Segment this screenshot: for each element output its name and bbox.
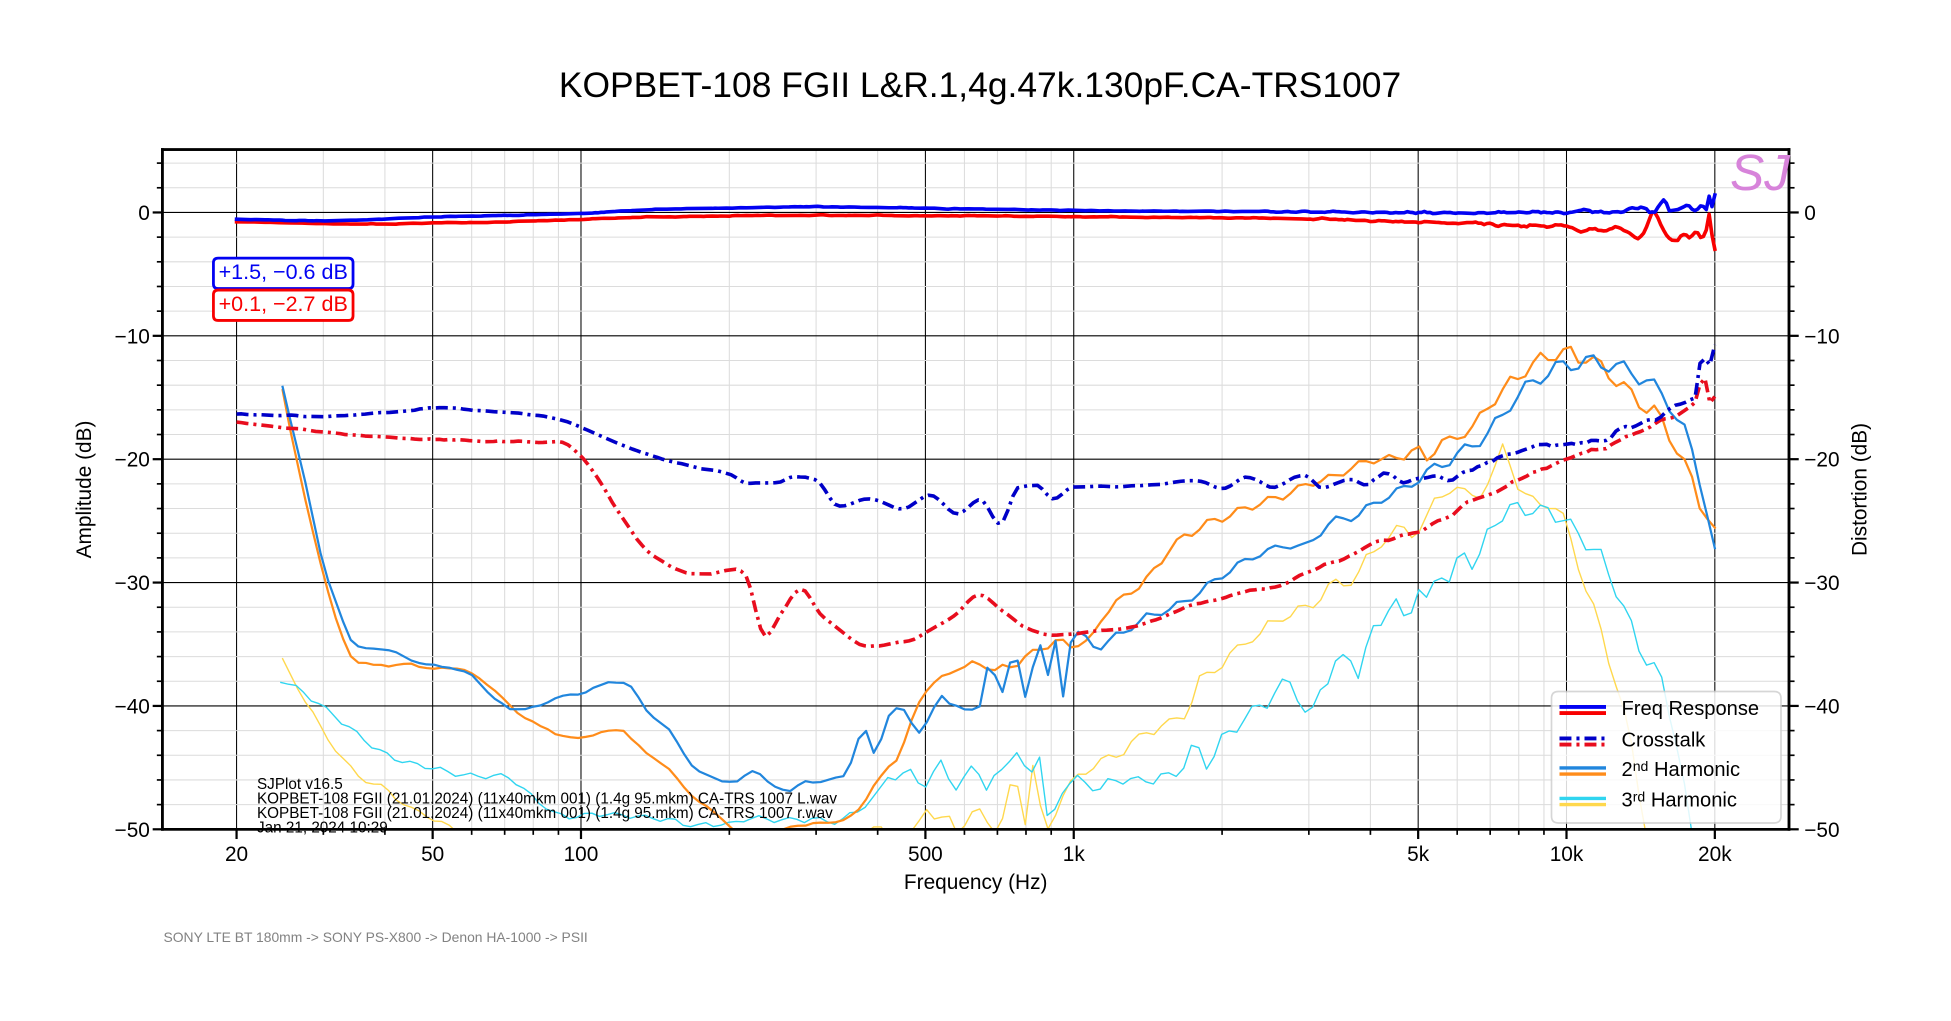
svg-text:−30: −30: [115, 572, 150, 595]
svg-text:0: 0: [138, 202, 150, 225]
svg-text:100: 100: [564, 843, 599, 866]
svg-text:−40: −40: [1804, 695, 1839, 718]
svg-text:−50: −50: [1804, 819, 1839, 842]
svg-text:+0.1, −2.7 dB: +0.1, −2.7 dB: [219, 292, 348, 316]
svg-text:KOPBET-108 FGII (21.01.2024): KOPBET-108 FGII (21.01.2024) (11x40mkm 0…: [257, 790, 837, 807]
svg-text:10k: 10k: [1550, 843, 1584, 866]
svg-text:+1.5, −0.6 dB: +1.5, −0.6 dB: [219, 260, 348, 284]
svg-text:0: 0: [1804, 202, 1816, 225]
svg-text:−30: −30: [1804, 572, 1839, 595]
svg-text:Freq Response: Freq Response: [1622, 698, 1760, 720]
svg-text:5k: 5k: [1407, 843, 1430, 866]
svg-text:500: 500: [908, 843, 943, 866]
svg-text:Distortion (dB): Distortion (dB): [1849, 423, 1872, 556]
svg-text:Jan 21, 2024 10:29: Jan 21, 2024 10:29: [257, 819, 388, 836]
svg-text:−20: −20: [1804, 449, 1839, 472]
svg-text:KOPBET-108 FGII (21.01.2024): KOPBET-108 FGII (21.01.2024) (11x40mkm 0…: [257, 805, 833, 822]
svg-text:50: 50: [421, 843, 444, 866]
svg-text:20k: 20k: [1698, 843, 1732, 866]
svg-text:−40: −40: [115, 695, 150, 718]
svg-text:3rd Harmonic: 3rd Harmonic: [1622, 789, 1737, 812]
svg-text:−50: −50: [115, 819, 150, 842]
svg-text:Crosstalk: Crosstalk: [1622, 730, 1707, 752]
svg-text:SONY LTE BT 180mm -> SONY PS-X: SONY LTE BT 180mm -> SONY PS-X800 -> Den…: [164, 929, 588, 945]
svg-text:Frequency (Hz): Frequency (Hz): [904, 871, 1048, 894]
svg-text:SJ: SJ: [1730, 143, 1791, 201]
svg-text:−10: −10: [115, 325, 150, 348]
svg-text:20: 20: [225, 843, 248, 866]
svg-text:1k: 1k: [1063, 843, 1086, 866]
svg-text:−20: −20: [115, 449, 150, 472]
svg-text:SJPlot v16.5: SJPlot v16.5: [257, 776, 343, 793]
svg-text:−10: −10: [1804, 325, 1839, 348]
svg-text:Amplitude (dB): Amplitude (dB): [73, 421, 96, 559]
svg-text:2nd Harmonic: 2nd Harmonic: [1622, 758, 1741, 781]
svg-text:KOPBET-108 FGII L&R.1,4g.47k.1: KOPBET-108 FGII L&R.1,4g.47k.130pF.CA-TR…: [559, 65, 1401, 105]
